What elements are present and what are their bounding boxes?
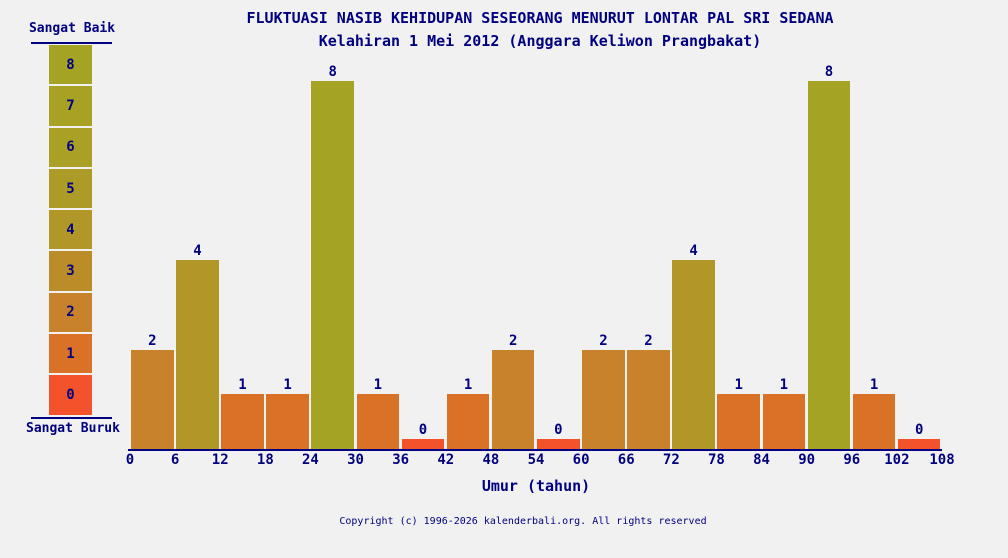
bar: 2 [491,333,535,449]
x-tick-label: 84 [753,452,770,468]
bar-value-label: 1 [238,377,247,394]
x-tick-label: 30 [347,452,364,468]
bar: 1 [266,377,309,449]
bar: 2 [582,333,625,449]
bar: 2 [627,333,670,449]
bar: 4 [176,243,219,449]
x-tick-label: 18 [256,452,274,468]
bar: 8 [807,64,851,449]
bar-value-label: 1 [463,377,473,394]
bar: 1 [221,377,264,449]
legend-cell-value: 8 [66,56,75,73]
x-tick-label: 24 [302,452,319,468]
bar-value-label: 2 [148,332,157,349]
chart-subtitle: Kelahiran 1 Mei 2012 (Anggara Keliwon Pr… [318,32,762,50]
legend-cell: 7 [49,86,92,126]
legend-cell: 6 [49,127,92,167]
legend-cell-value: 2 [66,304,75,321]
bar: 1 [762,377,806,449]
legend-cell: 3 [49,251,92,291]
bar-value-label: 2 [599,332,608,349]
bar-value-label: 1 [734,377,743,394]
x-tick-label: 60 [572,452,590,468]
bar: 0 [537,422,580,449]
legend-color-scale: 8 7 6 5 4 3 2 1 0 [49,45,92,417]
bar-value-label: 1 [779,377,789,394]
bar: 4 [672,243,715,449]
x-tick-label: 72 [662,452,680,468]
bar-value-label: 4 [689,243,698,259]
bar: 1 [852,377,896,449]
legend-cell: 4 [49,210,92,250]
x-tick-label: 102 [884,452,910,468]
legend-cell-value: 7 [66,97,75,114]
bar-value-label: 0 [914,422,924,438]
x-tick-label: 48 [482,452,500,468]
legend-best-label: Sangat Baik [28,21,116,36]
legend-top-divider [31,42,112,44]
x-tick-label: 54 [527,452,545,468]
x-tick-label: 12 [211,452,229,468]
legend-cell-value: 0 [66,387,75,404]
bar-value-label: 0 [418,422,428,438]
legend-cell-value: 6 [66,139,75,156]
chart-title: FLUKTUASI NASIB KEHIDUPAN SESEORANG MENU… [246,9,834,27]
bar-value-label: 1 [283,377,292,394]
bar: 0 [897,422,941,449]
legend-worst-label: Sangat Buruk [26,421,120,436]
bar: 1 [446,377,490,449]
x-tick-label: 90 [798,452,816,468]
bar: 1 [356,377,400,449]
x-tick-label: 96 [843,452,861,468]
x-tick-label: 66 [617,452,635,468]
x-tick-label: 108 [929,452,955,468]
legend-cell: 5 [49,168,92,209]
x-axis-line [128,449,942,451]
copyright-text: Copyright (c) 1996-2026 kalenderbali.org… [339,516,707,527]
bar-value-label: 1 [373,377,383,394]
bar: 1 [717,377,761,449]
bar: 2 [131,333,174,449]
legend-cell-value: 3 [66,263,75,280]
bar-value-label: 4 [193,243,202,259]
legend-cell: 1 [49,334,92,374]
bar-value-label: 2 [508,332,518,349]
x-axis-title: Umur (tahun) [481,477,591,495]
bar-value-label: 1 [869,377,879,394]
legend-cell: 0 [49,375,92,415]
legend-cell: 8 [49,45,92,85]
legend-cell: 2 [49,292,92,333]
legend-bottom-divider [31,417,112,419]
legend-cell-value: 1 [66,345,75,362]
bar-value-label: 8 [824,64,834,80]
legend-cell-value: 4 [66,221,75,238]
bar-value-label: 8 [328,64,337,80]
bar: 8 [311,64,355,449]
bar-value-label: 2 [644,332,653,349]
x-tick-label: 78 [708,452,725,468]
x-tick-label: 0 [125,452,135,468]
x-tick-label: 36 [392,452,410,468]
x-tick-label: 6 [170,452,180,468]
legend-cell-value: 5 [66,180,75,197]
bar-value-label: 0 [554,422,563,438]
x-axis-tick-labels: 0 6 12 18 24 30 36 42 48 54 60 66 72 78 84 90 96 102 108 [126,452,955,470]
x-tick-label: 42 [437,452,455,468]
bar-plot-area: 2 4 1 1 8 1 0 1 2 0 2 2 4 1 1 8 1 0 [130,49,942,449]
bar: 0 [401,422,445,449]
